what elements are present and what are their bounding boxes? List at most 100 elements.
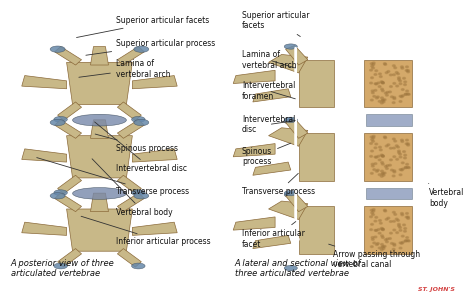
Circle shape <box>376 169 379 171</box>
Circle shape <box>399 95 402 97</box>
Polygon shape <box>269 128 308 146</box>
Circle shape <box>407 94 410 95</box>
Polygon shape <box>22 222 66 235</box>
Circle shape <box>374 156 377 158</box>
Circle shape <box>379 222 382 224</box>
Circle shape <box>370 82 373 84</box>
Circle shape <box>397 73 400 75</box>
Circle shape <box>386 91 389 93</box>
Circle shape <box>399 83 402 85</box>
Circle shape <box>371 65 374 67</box>
Polygon shape <box>233 70 275 83</box>
Circle shape <box>371 150 374 152</box>
Circle shape <box>407 240 409 242</box>
Circle shape <box>378 247 381 249</box>
Text: Transverse process: Transverse process <box>37 157 189 197</box>
Text: Transverse process: Transverse process <box>242 173 315 197</box>
Circle shape <box>379 149 382 151</box>
Circle shape <box>390 147 392 149</box>
Circle shape <box>383 136 386 138</box>
Circle shape <box>382 172 384 174</box>
Circle shape <box>370 63 373 65</box>
Polygon shape <box>66 209 132 251</box>
Circle shape <box>371 223 374 225</box>
Circle shape <box>373 169 376 170</box>
Circle shape <box>399 156 402 158</box>
Ellipse shape <box>284 191 297 196</box>
Circle shape <box>394 213 397 215</box>
Circle shape <box>401 139 403 141</box>
Circle shape <box>405 216 408 218</box>
Circle shape <box>392 221 395 222</box>
Circle shape <box>407 70 410 71</box>
Polygon shape <box>22 149 66 162</box>
Circle shape <box>401 66 403 68</box>
Polygon shape <box>285 46 308 65</box>
Circle shape <box>404 81 407 83</box>
Text: Vertebral body: Vertebral body <box>92 159 173 217</box>
Circle shape <box>385 168 388 169</box>
Polygon shape <box>132 149 177 162</box>
Circle shape <box>374 163 377 165</box>
Circle shape <box>372 209 375 210</box>
Circle shape <box>407 93 409 95</box>
Text: Superior articular
facets: Superior articular facets <box>242 11 310 36</box>
Circle shape <box>370 143 373 144</box>
Polygon shape <box>269 201 308 220</box>
Circle shape <box>395 145 398 147</box>
Circle shape <box>407 167 410 168</box>
Circle shape <box>387 70 390 72</box>
Circle shape <box>407 143 410 145</box>
Text: Lamina of
vertebral arch: Lamina of vertebral arch <box>242 50 296 70</box>
Circle shape <box>381 249 383 250</box>
Circle shape <box>404 167 407 168</box>
Circle shape <box>401 89 404 90</box>
Circle shape <box>401 214 404 216</box>
Circle shape <box>401 162 404 164</box>
Ellipse shape <box>132 117 145 122</box>
Circle shape <box>371 77 374 79</box>
Circle shape <box>394 67 397 69</box>
Circle shape <box>382 82 384 84</box>
Circle shape <box>398 152 401 154</box>
Circle shape <box>401 67 404 69</box>
Circle shape <box>396 232 399 234</box>
Ellipse shape <box>284 192 297 197</box>
Circle shape <box>402 78 405 79</box>
Ellipse shape <box>132 263 145 269</box>
Circle shape <box>382 237 384 238</box>
Circle shape <box>389 91 392 93</box>
Circle shape <box>399 153 401 155</box>
Circle shape <box>381 88 383 90</box>
Circle shape <box>374 83 377 85</box>
Circle shape <box>379 146 382 148</box>
Circle shape <box>370 229 373 231</box>
Polygon shape <box>233 144 275 157</box>
Polygon shape <box>91 120 109 138</box>
Circle shape <box>381 235 383 237</box>
Circle shape <box>401 95 404 96</box>
Circle shape <box>386 238 389 240</box>
Polygon shape <box>269 54 308 73</box>
Circle shape <box>380 154 383 156</box>
Circle shape <box>385 241 388 243</box>
Circle shape <box>374 236 377 238</box>
Circle shape <box>382 174 385 176</box>
Circle shape <box>396 85 399 87</box>
Circle shape <box>383 209 386 211</box>
Circle shape <box>392 74 395 75</box>
Polygon shape <box>253 89 291 102</box>
Ellipse shape <box>284 44 297 49</box>
Circle shape <box>407 218 410 219</box>
Circle shape <box>406 139 409 141</box>
Circle shape <box>378 100 381 102</box>
Polygon shape <box>132 75 177 89</box>
Polygon shape <box>118 102 141 120</box>
Circle shape <box>391 242 393 244</box>
Ellipse shape <box>73 188 127 199</box>
Circle shape <box>370 246 373 247</box>
Polygon shape <box>55 46 82 65</box>
Circle shape <box>382 156 384 157</box>
Circle shape <box>374 89 377 91</box>
Circle shape <box>372 64 375 65</box>
